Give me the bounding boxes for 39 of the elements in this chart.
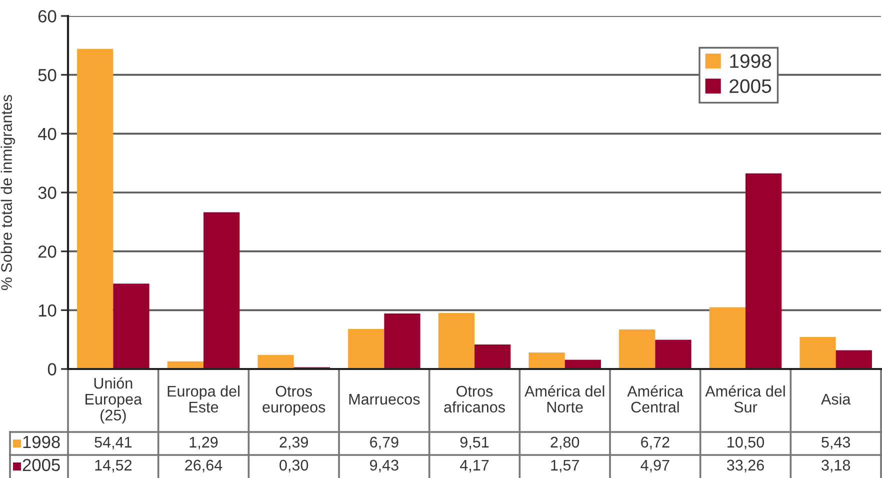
text: 1998	[23, 436, 60, 448]
y-tick-label: 0	[48, 363, 56, 376]
y-tick-label: 60	[38, 10, 56, 22]
x-tick-label: Otros africanos	[444, 386, 505, 413]
x-tick-label: Otros europeos	[262, 386, 326, 416]
x-tick-label: América del Norte	[524, 385, 604, 413]
x-tick-label: Europa del Este	[168, 385, 240, 413]
data-label: 0,30	[280, 460, 308, 472]
x-tick-label: América del Sur	[705, 385, 785, 413]
data-label: 6,79	[370, 436, 398, 450]
x-tick-label: Asia	[821, 393, 851, 405]
x-tick-label: Unión Europea (25)	[86, 377, 142, 424]
data-label: 4,17	[460, 460, 489, 472]
text: 2005	[22, 458, 60, 472]
data-label: 1,57	[551, 460, 579, 472]
y-tick-label: 40	[38, 128, 56, 140]
y-tick-label: 50	[38, 69, 56, 82]
data-label: 2,39	[280, 436, 308, 450]
y-tick-label: 10	[38, 304, 56, 317]
y-axis-title: % Sobre total de inmigrantes	[0, 94, 15, 290]
data-label: 1,29	[190, 436, 218, 450]
data-label: 33,26	[726, 460, 764, 472]
data-label: 10,50	[728, 436, 764, 450]
x-tick-label: Marruecos	[349, 394, 420, 405]
data-label: 3,18	[822, 460, 850, 472]
legend-label: 1998	[730, 54, 772, 68]
data-label: 6,72	[641, 436, 670, 450]
data-label: 54,41	[94, 436, 132, 450]
data-label: 5,43	[822, 436, 850, 450]
data-label: 4,97	[640, 460, 670, 472]
data-label: 2,80	[550, 436, 580, 450]
y-tick-label: 30	[38, 186, 56, 199]
data-label: 14,52	[95, 460, 132, 472]
y-tick-label: 20	[38, 246, 56, 258]
x-tick-label: América Central	[627, 385, 684, 413]
data-label: 26,64	[185, 460, 222, 472]
legend-label: 2005	[730, 79, 772, 94]
data-label: 9,43	[370, 460, 398, 472]
data-label: 9,51	[460, 436, 489, 450]
